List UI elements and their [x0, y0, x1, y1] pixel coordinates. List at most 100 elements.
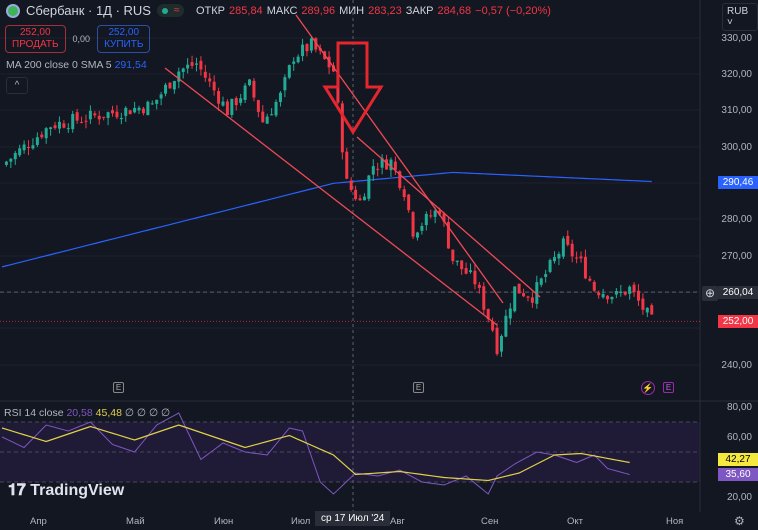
ma-legend[interactable]: MA 200 close 0 SMA 5 291,54: [6, 59, 147, 71]
rsi-ma-tag: 42,27: [718, 453, 758, 466]
candle-body: [469, 270, 473, 273]
candle-body: [517, 283, 521, 294]
candle-body: [530, 297, 534, 303]
sell-button[interactable]: 252,00 ПРОДАТЬ: [5, 25, 66, 53]
ohlc-legend: ОТКР 285,84 МАКС 289,96 МИН 283,23 ЗАКР 284,…: [196, 5, 551, 17]
symbol-header[interactable]: Сбербанк · 1Д · RUS ≈: [6, 3, 185, 18]
candle-body: [119, 117, 123, 120]
tv-logo-icon: 𝟏𝟕: [8, 482, 26, 499]
candle-body: [601, 293, 605, 298]
buy-label: КУПИТЬ: [104, 39, 144, 50]
candle-body: [645, 307, 649, 313]
candle-body: [402, 189, 406, 198]
high-label: МАКС: [266, 5, 298, 17]
earnings-event-icon[interactable]: E: [113, 382, 124, 393]
candle-body: [35, 137, 39, 145]
candle-body: [230, 98, 234, 115]
candle-body: [75, 112, 79, 121]
trend-line: [356, 136, 541, 298]
month-label: Ноя: [666, 516, 684, 527]
add-alert-plus-icon[interactable]: ⊕: [702, 286, 718, 301]
candle-body: [354, 189, 358, 200]
candle-body: [97, 115, 101, 120]
candle-body: [278, 92, 282, 102]
candle-body: [451, 249, 455, 262]
candle-body: [575, 257, 579, 259]
candle-body: [190, 62, 194, 66]
price-tick: 270,00: [721, 251, 752, 262]
candle-body: [424, 213, 428, 226]
candle-body: [553, 257, 556, 262]
candle-body: [623, 291, 627, 295]
candle-body: [491, 321, 495, 331]
candle-body: [442, 213, 446, 222]
candle-body: [588, 278, 592, 281]
crosshair-date-label: ср 17 Июл '24: [315, 511, 391, 526]
currency-select[interactable]: RUB ˅: [722, 3, 758, 31]
lightning-event-icon[interactable]: ⚡: [641, 381, 655, 395]
month-label: Сен: [481, 516, 499, 527]
candle-body: [66, 128, 70, 130]
candle-body: [548, 260, 552, 272]
tradingview-logo: 𝟏𝟕 TradingView: [8, 482, 124, 500]
month-label: Авг: [390, 516, 405, 527]
low-label: МИН: [339, 5, 365, 17]
month-label: Окт: [567, 516, 584, 527]
candle-body: [367, 175, 371, 199]
rsi-label: RSI 14 close: [4, 407, 64, 419]
candle-body: [446, 221, 450, 249]
earnings-event-icon[interactable]: E: [413, 382, 424, 393]
candle-body: [358, 198, 362, 201]
rsi-legend[interactable]: RSI 14 close 20,58 45,48 ∅ ∅ ∅ ∅: [4, 407, 170, 419]
candle-body: [71, 114, 75, 130]
earnings-event-icon[interactable]: E: [663, 382, 674, 393]
market-status[interactable]: ≈: [156, 4, 185, 17]
candle-body: [566, 235, 570, 245]
rsi-tick: 20,00: [726, 492, 752, 503]
candle-body: [407, 194, 411, 211]
candle-body: [164, 84, 168, 94]
candle-body: [535, 282, 539, 304]
candle-body: [133, 107, 137, 113]
rsi-ma-value: 45,48: [95, 407, 122, 419]
candle-body: [265, 116, 269, 124]
candle-body: [44, 128, 48, 139]
candle-body: [124, 107, 128, 116]
candle-body: [221, 101, 225, 106]
candle-body: [389, 159, 393, 171]
buy-button[interactable]: 252,00 КУПИТЬ: [97, 25, 151, 53]
month-label: Июн: [214, 516, 234, 527]
candle-body: [287, 65, 291, 78]
candle-body: [292, 61, 296, 64]
candle-body: [636, 290, 640, 301]
candle-body: [597, 292, 601, 296]
sell-price: 252,00: [19, 27, 51, 38]
candle-body: [239, 98, 243, 103]
candle-body: [332, 65, 335, 72]
candle-body: [80, 122, 84, 124]
candle-body: [62, 123, 66, 128]
open-value: 285,84: [229, 5, 263, 17]
candle-body: [141, 108, 145, 114]
candle-body: [455, 260, 459, 263]
candle-body: [283, 77, 287, 91]
candle-body: [371, 166, 375, 175]
candle-body: [398, 171, 402, 188]
ma200-line: [1, 171, 652, 268]
candle-body: [27, 146, 31, 149]
candle-body: [252, 80, 256, 98]
symbol-title: Сбербанк · 1Д · RUS: [26, 3, 151, 18]
candle-body: [208, 78, 212, 82]
candle-body: [150, 103, 154, 105]
collapse-legend-button[interactable]: ^: [6, 77, 28, 94]
candle-body: [40, 134, 44, 138]
buy-price: 252,00: [108, 27, 140, 38]
sell-label: ПРОДАТЬ: [12, 39, 59, 50]
candle-body: [345, 151, 349, 179]
candle-body: [628, 286, 632, 294]
candle-body: [380, 158, 384, 168]
candle-body: [376, 168, 380, 170]
candle-body: [592, 282, 596, 291]
settings-gear-icon[interactable]: ⚙: [734, 514, 745, 528]
